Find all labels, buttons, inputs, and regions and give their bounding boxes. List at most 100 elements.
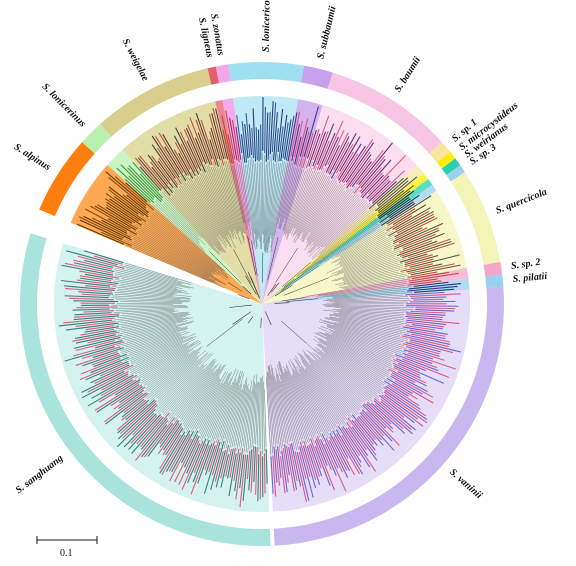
tip-label	[211, 113, 225, 160]
branch	[283, 160, 308, 235]
branch	[155, 353, 214, 413]
tip-label	[229, 447, 236, 478]
branch	[128, 234, 226, 286]
tip-label	[361, 411, 385, 437]
branch	[296, 212, 377, 277]
tip-label	[404, 355, 438, 369]
branch	[315, 346, 380, 398]
branch	[313, 359, 361, 411]
tip-label	[360, 172, 383, 197]
tip-label	[79, 277, 119, 285]
branch	[174, 189, 224, 253]
tip-label	[220, 444, 230, 479]
branch	[287, 371, 315, 445]
tip-label	[337, 151, 355, 179]
tip-label	[85, 360, 129, 381]
tip-label	[139, 173, 164, 199]
branch	[162, 191, 215, 251]
branch	[180, 175, 227, 248]
tip-label	[239, 454, 247, 508]
tip-label	[73, 262, 115, 273]
tip-label	[221, 115, 233, 164]
tip-label	[386, 195, 432, 225]
tip-label	[128, 165, 163, 201]
branch	[342, 275, 409, 289]
tip-label	[159, 419, 179, 445]
tip-label	[328, 439, 349, 478]
tip-label	[353, 155, 386, 194]
tip-label	[341, 434, 362, 468]
tip-label	[327, 132, 349, 174]
branch	[319, 341, 386, 385]
branch	[270, 162, 281, 235]
tip-label	[116, 403, 148, 431]
tip-label	[210, 127, 221, 161]
tip-label	[74, 313, 120, 318]
branch	[255, 163, 260, 236]
tip-label	[92, 217, 132, 238]
tip-label	[374, 403, 404, 430]
branch	[325, 306, 414, 310]
branch	[339, 273, 407, 289]
tip-label	[64, 285, 115, 292]
branch	[199, 176, 229, 235]
branch	[265, 154, 273, 253]
branch	[303, 352, 358, 415]
tip-label	[396, 213, 435, 234]
root-branch	[274, 302, 290, 304]
tip-label	[113, 196, 139, 215]
tip-label	[265, 448, 268, 484]
branch	[301, 184, 339, 242]
branch	[116, 312, 174, 318]
tip-label	[73, 259, 113, 270]
branch	[225, 383, 243, 449]
branch	[301, 366, 338, 425]
branch	[294, 370, 329, 439]
branch	[182, 366, 222, 425]
branch	[220, 370, 243, 447]
branch	[139, 215, 217, 271]
branch	[276, 381, 289, 446]
branch	[156, 366, 199, 408]
branch	[130, 336, 182, 357]
tip-label	[101, 231, 133, 247]
clade-label-s-subbaumii: S. subbaumii	[315, 5, 338, 60]
branch	[111, 306, 188, 310]
tip-label	[368, 177, 404, 210]
tip-label	[155, 136, 181, 175]
branch	[116, 271, 190, 289]
branch	[168, 190, 214, 246]
tip-label	[165, 427, 184, 456]
branch	[333, 324, 405, 347]
clade-label-s-vaninii: S. vaninii	[447, 467, 484, 502]
tip-label	[108, 176, 147, 209]
branch	[168, 364, 215, 424]
tip-label	[187, 438, 207, 483]
branch	[275, 368, 292, 442]
branch	[185, 376, 220, 434]
branch	[317, 195, 368, 247]
tip-label	[406, 330, 446, 340]
branch	[290, 359, 329, 435]
root-branch	[260, 317, 262, 328]
tip-label	[394, 210, 430, 231]
tip-label	[139, 155, 168, 190]
branch	[292, 372, 324, 442]
branch	[314, 335, 391, 383]
tip-label	[406, 305, 459, 307]
tip-label	[208, 439, 220, 472]
branch	[145, 348, 202, 390]
tip-label	[236, 115, 243, 154]
tip-label	[140, 412, 170, 448]
tip-label	[316, 435, 332, 471]
clade-gap-s-quercicola	[441, 181, 484, 267]
branch	[305, 188, 352, 248]
tip-label	[255, 127, 258, 161]
branch	[284, 170, 306, 234]
clade-stem-s-ligneus	[247, 236, 257, 275]
branch	[129, 338, 196, 373]
clade-label-s-pilatii: S. pilatii	[512, 271, 548, 285]
clade-stem-s-vaninii	[281, 320, 307, 344]
branch	[220, 376, 241, 441]
tip-label	[124, 178, 151, 203]
